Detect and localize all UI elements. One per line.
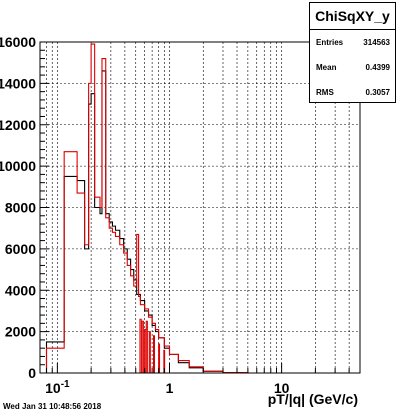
stats-label: RMS — [316, 88, 334, 97]
grid-lines — [39, 42, 361, 373]
y-tick-label: 6000 — [5, 241, 36, 257]
histogram-spike — [139, 318, 142, 373]
y-tick-label: 4000 — [5, 282, 36, 298]
stats-value: 0.4399 — [365, 63, 390, 72]
stats-label: Entries — [316, 38, 344, 47]
y-tick-label: 2000 — [5, 324, 36, 340]
histogram-spike — [148, 331, 151, 373]
y-tick-label: 12000 — [0, 117, 36, 133]
axis-tick-labels: 020004000600080001000012000140001600010-… — [0, 34, 290, 396]
stats-value: 314563 — [363, 38, 390, 47]
x-axis-title: pT/|q| (GeV/c) — [268, 391, 358, 407]
y-tick-label: 0 — [28, 365, 36, 381]
histogram-line-1 — [40, 43, 360, 374]
axis-ticks — [39, 41, 361, 374]
histogram-spike — [153, 335, 156, 373]
histogram-series — [40, 43, 360, 374]
y-tick-label: 16000 — [0, 34, 36, 50]
x-tick-label: 10 — [274, 380, 290, 396]
stats-row-mean: Mean 0.4399 — [310, 55, 395, 80]
y-tick-label: 8000 — [5, 200, 36, 216]
stats-box: ChiSqXY_y Entries 314563 Mean 0.4399 RMS… — [309, 2, 396, 103]
stats-label: Mean — [316, 63, 337, 72]
stats-value: 0.3057 — [365, 88, 390, 97]
histogram-spike — [145, 320, 148, 373]
timestamp: Wed Jan 31 10:48:56 2018 — [3, 402, 102, 411]
histogram-spike — [158, 343, 161, 373]
stats-row-entries: Entries 314563 — [310, 30, 395, 55]
histogram-spike — [141, 320, 144, 373]
stats-row-rms: RMS 0.3057 — [310, 80, 395, 105]
y-tick-label: 14000 — [0, 75, 36, 91]
y-tick-label: 10000 — [0, 158, 36, 174]
x-tick-label: 1 — [166, 380, 174, 396]
histogram-spike — [163, 349, 166, 373]
stats-title: ChiSqXY_y — [310, 3, 395, 30]
